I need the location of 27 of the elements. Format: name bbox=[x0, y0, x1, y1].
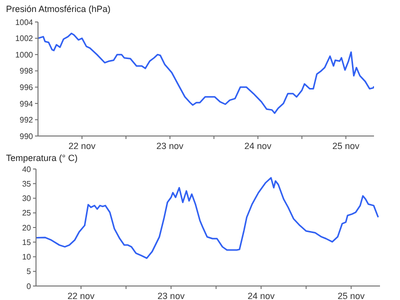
chart-title: Presión Atmosférica (hPa) bbox=[6, 4, 111, 14]
y-tick-label: 990 bbox=[20, 132, 34, 141]
y-tick-label: 10 bbox=[22, 252, 32, 262]
y-tick-label: 30 bbox=[22, 194, 32, 204]
x-tick-label: 23 nov bbox=[156, 141, 184, 151]
x-tick-label: 23 nov bbox=[158, 291, 186, 300]
y-tick-label: 40 bbox=[22, 164, 32, 174]
x-tick-label: 24 nov bbox=[244, 141, 272, 151]
y-tick-label: 994 bbox=[20, 99, 34, 108]
y-tick-label: 998 bbox=[20, 66, 34, 76]
y-tick-label: 35 bbox=[22, 179, 32, 188]
y-tick-label: 996 bbox=[20, 82, 34, 92]
y-tick-label: 992 bbox=[20, 116, 34, 125]
y-tick-label: 25 bbox=[22, 208, 32, 218]
y-tick-label: 5 bbox=[26, 267, 32, 276]
x-tick-label: 22 nov bbox=[68, 141, 96, 151]
y-tick-label: 1002 bbox=[15, 34, 34, 44]
chart-title: Temperatura (° C) bbox=[6, 153, 78, 163]
y-tick-label: 20 bbox=[22, 223, 32, 232]
y-tick-label: 15 bbox=[22, 238, 32, 247]
x-tick-label: 24 nov bbox=[248, 291, 276, 300]
x-tick-label: 22 nov bbox=[68, 291, 96, 300]
y-tick-label: 0 bbox=[26, 282, 32, 291]
x-tick-label: 25 nov bbox=[332, 141, 360, 151]
y-tick-label: 1004 bbox=[15, 18, 34, 27]
x-tick-label: 25 nov bbox=[338, 291, 366, 300]
y-tick-label: 1000 bbox=[15, 50, 34, 60]
